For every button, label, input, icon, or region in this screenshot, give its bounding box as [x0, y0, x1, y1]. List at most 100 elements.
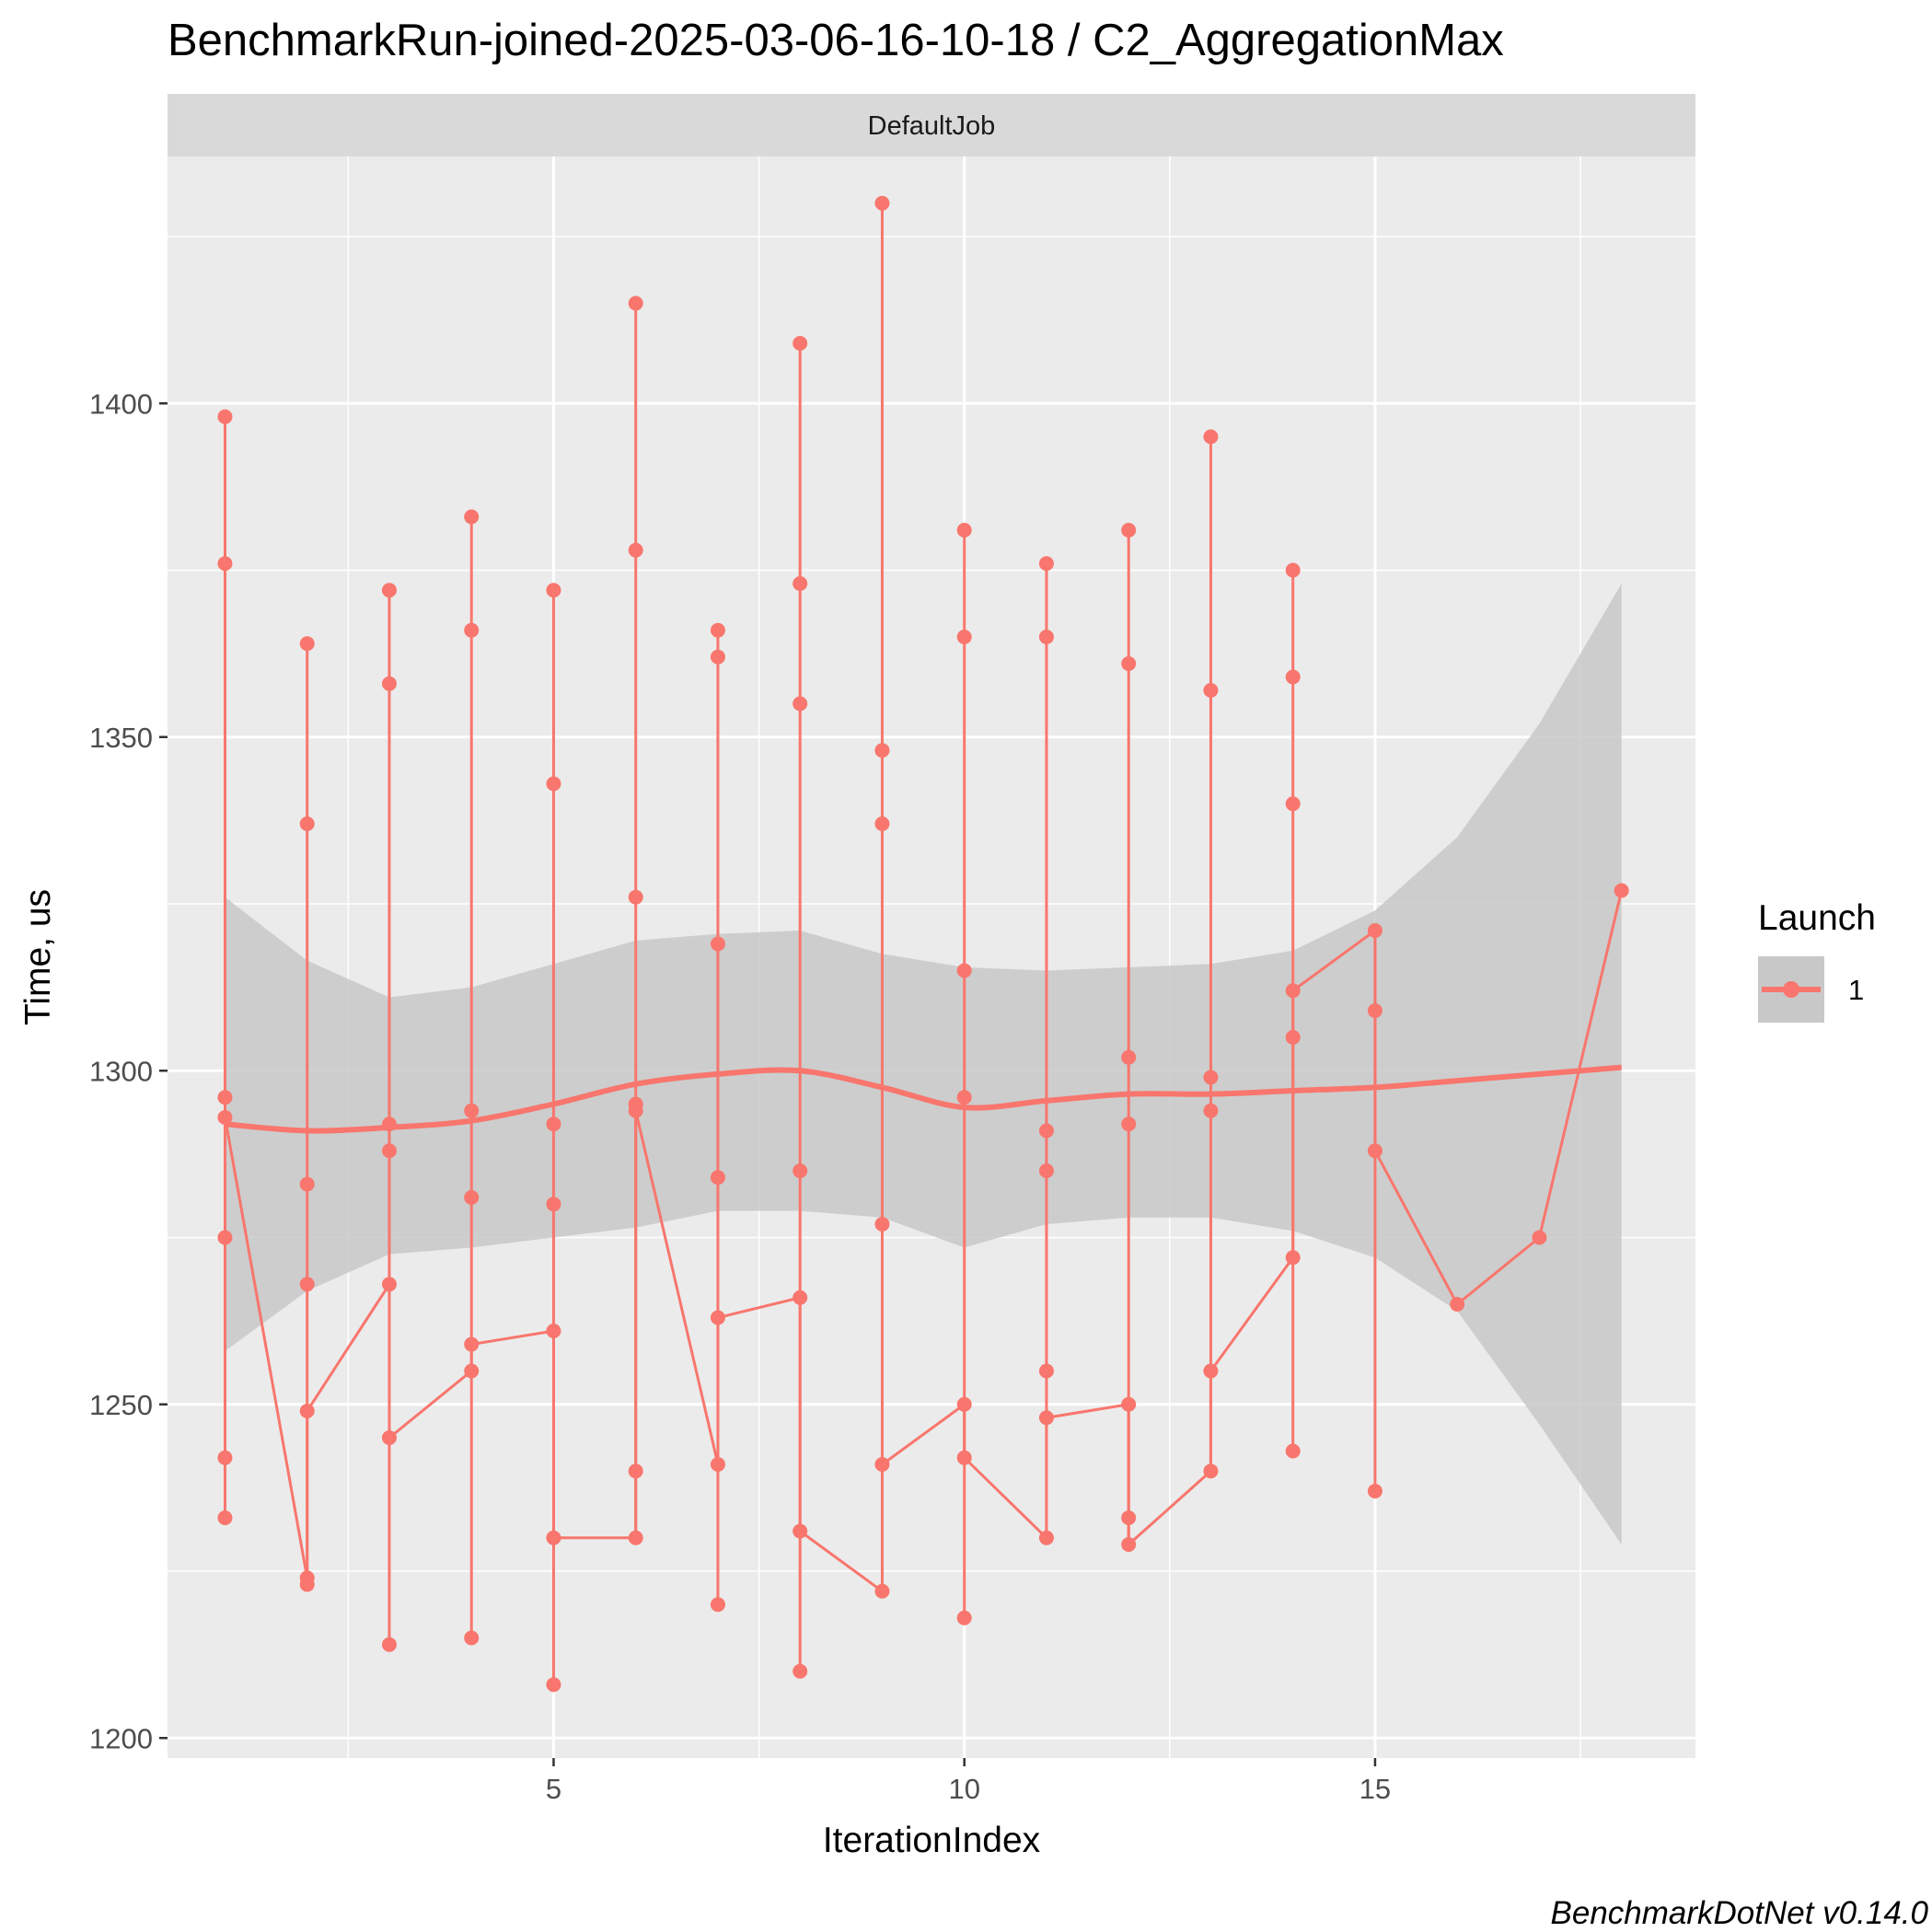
- data-point: [628, 295, 643, 311]
- facet-strip: [168, 94, 1695, 156]
- data-point: [546, 1197, 561, 1212]
- data-point: [546, 583, 561, 598]
- x-tick-label: 5: [546, 1773, 561, 1805]
- data-point: [710, 1597, 725, 1613]
- y-tick-label: 1200: [89, 1722, 153, 1754]
- data-point: [792, 1663, 808, 1679]
- y-tick-label: 1250: [89, 1389, 153, 1421]
- data-point: [1367, 1143, 1382, 1159]
- data-point: [1203, 1463, 1219, 1479]
- data-point: [546, 1116, 561, 1132]
- caption: BenchmarkDotNet v0.14.0: [1551, 1895, 1929, 1931]
- data-point: [628, 542, 643, 558]
- data-point: [217, 1110, 233, 1125]
- data-point: [546, 1324, 561, 1338]
- data-point: [1285, 1250, 1301, 1266]
- data-point: [1121, 1537, 1137, 1552]
- x-axis-title: IterationIndex: [823, 1821, 1041, 1860]
- data-point: [299, 636, 315, 652]
- data-point: [1532, 1230, 1547, 1245]
- data-point: [217, 1450, 233, 1465]
- data-point: [1038, 1410, 1054, 1426]
- data-point: [546, 1530, 561, 1545]
- data-point: [464, 1630, 480, 1646]
- x-tick-label: 15: [1359, 1773, 1391, 1805]
- data-point: [217, 1090, 233, 1105]
- confidence-ribbon: [225, 584, 1622, 1544]
- data-point: [464, 509, 480, 525]
- data-point: [1285, 983, 1301, 999]
- data-point: [1367, 1003, 1382, 1018]
- data-point: [381, 1430, 397, 1445]
- data-point: [956, 963, 972, 978]
- y-tick-label: 1350: [89, 722, 153, 754]
- data-point: [1121, 1510, 1137, 1525]
- data-point: [792, 1290, 808, 1305]
- data-point: [710, 1310, 725, 1325]
- legend-key-point: [1783, 981, 1799, 998]
- data-point: [1203, 429, 1219, 445]
- smooth-line: [225, 1064, 1622, 1134]
- data-point: [792, 1523, 808, 1539]
- data-point: [381, 583, 397, 598]
- data-point: [299, 1404, 315, 1418]
- data-point: [628, 1103, 643, 1118]
- data-point: [956, 1450, 972, 1465]
- data-point: [464, 1363, 480, 1379]
- data-point: [299, 1277, 315, 1292]
- data-point: [792, 696, 808, 711]
- data-point: [464, 1103, 480, 1118]
- data-point: [381, 1277, 397, 1292]
- data-point: [217, 1230, 233, 1245]
- legend-entry-label: 1: [1848, 974, 1864, 1006]
- data-point: [628, 1463, 643, 1479]
- legend-title: Launch: [1758, 898, 1876, 938]
- data-point: [381, 1143, 397, 1159]
- data-point: [464, 622, 480, 638]
- data-point: [792, 336, 808, 351]
- data-point: [874, 816, 890, 831]
- x-axis: 5 10 15: [546, 1758, 1391, 1805]
- data-point: [546, 1677, 561, 1693]
- data-point: [1285, 562, 1301, 578]
- data-point: [956, 523, 972, 538]
- facet-strip-label: DefaultJob: [868, 111, 996, 141]
- data-point: [299, 816, 315, 831]
- data-point: [710, 1170, 725, 1186]
- series-points: [217, 195, 1629, 1693]
- confidence-band: [225, 584, 1622, 1544]
- data-point: [874, 1457, 890, 1472]
- data-point: [1121, 656, 1137, 671]
- data-point: [1038, 1123, 1054, 1139]
- data-point: [874, 743, 890, 758]
- smooth-fit-line: [225, 1064, 1622, 1134]
- data-point: [1203, 1103, 1219, 1118]
- data-point: [874, 1217, 890, 1232]
- legend: Launch 1: [1758, 898, 1876, 1023]
- data-point: [1203, 1363, 1219, 1379]
- x-tick-label: 10: [948, 1773, 979, 1805]
- y-axis: 1200 1250 1300 1350 1400: [89, 388, 168, 1754]
- data-point: [1614, 883, 1629, 898]
- data-point: [1203, 1070, 1219, 1085]
- y-tick-label: 1300: [89, 1055, 153, 1087]
- data-point: [1285, 669, 1301, 685]
- y-axis-title: Time, us: [18, 889, 58, 1025]
- data-point: [874, 195, 890, 211]
- data-point: [874, 1583, 890, 1599]
- data-point: [299, 1176, 315, 1192]
- data-point: [1121, 1049, 1137, 1065]
- data-point: [1038, 1363, 1054, 1379]
- data-point: [299, 1577, 315, 1592]
- data-point: [956, 1090, 972, 1105]
- data-point: [1121, 523, 1137, 538]
- data-point: [1121, 1396, 1137, 1412]
- data-point: [710, 622, 725, 638]
- data-point: [956, 630, 972, 644]
- data-point: [628, 1530, 643, 1545]
- data-point: [1121, 1116, 1137, 1132]
- data-point: [381, 1637, 397, 1652]
- data-point: [1285, 1443, 1301, 1459]
- data-point: [710, 649, 725, 665]
- data-point: [1285, 1030, 1301, 1045]
